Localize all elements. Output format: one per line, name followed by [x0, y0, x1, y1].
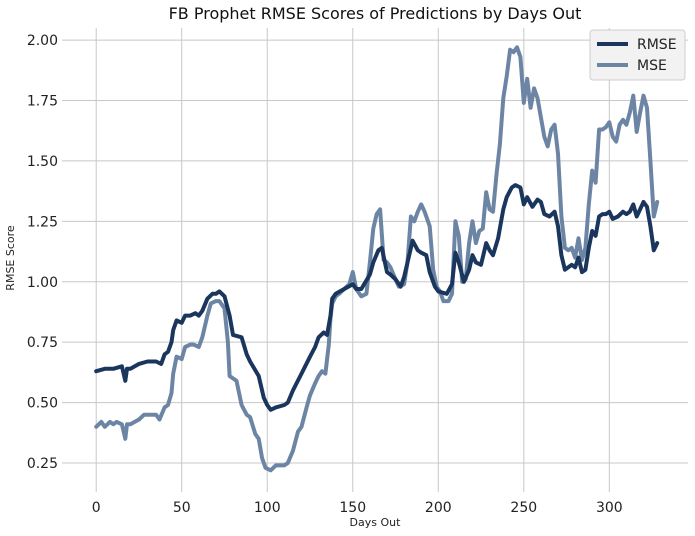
- series-line-rmse: [94, 183, 660, 412]
- y-gridlines: [62, 39, 688, 464]
- x-tick-label: 0: [92, 500, 101, 516]
- y-tick-label: 0.25: [27, 456, 58, 472]
- series-layer: [94, 45, 660, 473]
- x-tick-label: 300: [596, 500, 623, 516]
- y-tick-label: 1.75: [27, 94, 58, 110]
- y-tick-label: 1.00: [27, 275, 58, 291]
- y-tick-label: 1.50: [27, 154, 58, 170]
- legend-label-mse: MSE: [637, 58, 667, 74]
- legend-label-rmse: RMSE: [637, 37, 677, 53]
- y-tick-label: 0.50: [27, 396, 58, 412]
- x-tick-label: 50: [173, 500, 191, 516]
- x-tick-label: 100: [254, 500, 281, 516]
- x-axis-label: Days Out: [350, 516, 402, 529]
- y-axis-label: RMSE Score: [4, 225, 17, 291]
- x-tick-label: 150: [339, 500, 366, 516]
- y-tick-label: 1.25: [27, 214, 58, 230]
- x-tick-label: 200: [425, 500, 452, 516]
- y-tick-label: 2.00: [27, 33, 58, 49]
- y-tick-labels: 0.25 0.50 0.75 1.00 1.25 1.50 1.75 2.00: [27, 33, 58, 472]
- x-tick-label: 250: [510, 500, 537, 516]
- x-tick-labels: 0 50 100 150 200 250 300: [92, 500, 623, 516]
- x-gridlines: [95, 28, 610, 492]
- legend: RMSE MSE: [589, 29, 686, 81]
- y-tick-label: 0.75: [27, 335, 58, 351]
- chart-title: FB Prophet RMSE Scores of Predictions by…: [169, 4, 582, 23]
